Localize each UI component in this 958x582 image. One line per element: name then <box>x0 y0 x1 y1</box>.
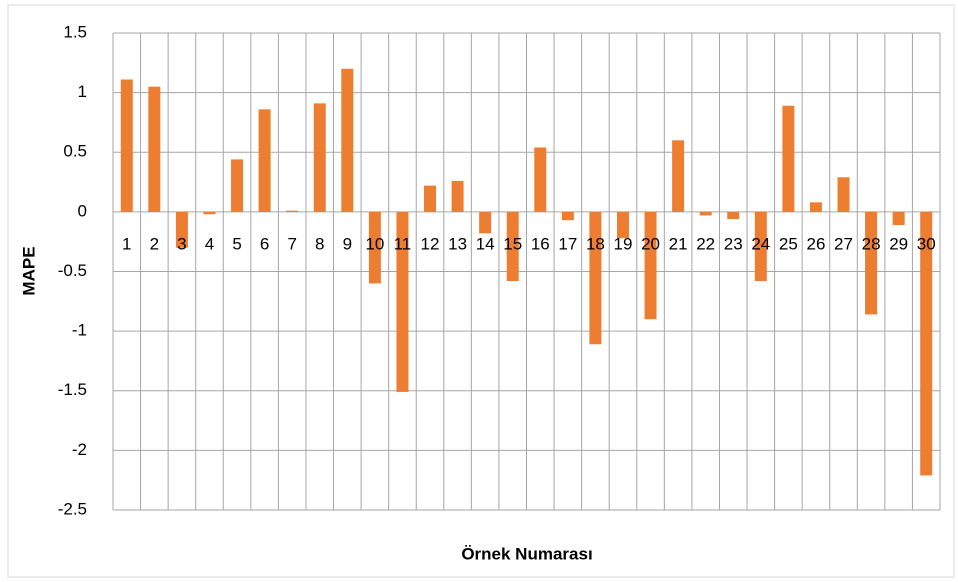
bar <box>672 140 685 212</box>
x-tick-label: 22 <box>696 234 715 253</box>
x-tick-label: 27 <box>834 234 853 253</box>
x-tick-label: 12 <box>421 234 440 253</box>
x-tick-label: 8 <box>315 234 324 253</box>
bar <box>616 211 629 239</box>
bar <box>644 211 657 320</box>
y-tick-label: 1.5 <box>63 22 87 41</box>
bar <box>424 185 437 212</box>
bar <box>534 147 547 212</box>
x-tick-label: 17 <box>558 234 577 253</box>
x-tick-label: 16 <box>531 234 550 253</box>
x-tick-label: 3 <box>177 234 186 253</box>
y-tick-label: -1 <box>72 321 87 340</box>
bar <box>809 202 822 212</box>
chart-frame <box>7 4 955 578</box>
bar <box>341 68 354 212</box>
bar <box>837 177 850 212</box>
x-tick-label: 6 <box>260 234 269 253</box>
bar <box>589 211 602 345</box>
bar <box>203 211 216 215</box>
y-tick-label: 0.5 <box>63 142 87 161</box>
x-tick-label: 24 <box>751 234 770 253</box>
y-tick-label: -2 <box>72 440 87 459</box>
bar <box>561 211 574 221</box>
x-tick-label: 29 <box>889 234 908 253</box>
x-tick-label: 1 <box>122 234 131 253</box>
bar <box>782 105 795 212</box>
y-tick-label: 0 <box>78 201 87 220</box>
x-tick-label: 5 <box>232 234 241 253</box>
x-tick-label: 9 <box>343 234 352 253</box>
x-tick-label: 23 <box>724 234 743 253</box>
bar <box>727 211 740 220</box>
x-tick-label: 14 <box>476 234 495 253</box>
bar <box>120 79 133 212</box>
bar <box>920 211 933 476</box>
bar <box>231 159 244 212</box>
bar <box>368 211 381 284</box>
x-axis-title: Örnek Numarası <box>461 544 592 563</box>
x-tick-label: 26 <box>806 234 825 253</box>
x-tick-label: 15 <box>503 234 522 253</box>
x-tick-label: 18 <box>586 234 605 253</box>
bar <box>175 211 188 248</box>
x-tick-label: 2 <box>150 234 159 253</box>
y-tick-label: -1.5 <box>58 380 87 399</box>
y-tick-label: -0.5 <box>58 261 87 280</box>
bar <box>258 109 271 212</box>
y-tick-label: 1 <box>78 82 87 101</box>
x-tick-label: 25 <box>779 234 798 253</box>
bar <box>754 211 767 282</box>
bar <box>892 211 905 225</box>
x-tick-label: 13 <box>448 234 467 253</box>
x-tick-label: 21 <box>669 234 688 253</box>
x-tick-label: 11 <box>394 234 412 253</box>
x-tick-label: 7 <box>287 234 296 253</box>
bar <box>506 211 519 282</box>
x-tick-label: 20 <box>641 234 660 253</box>
bar <box>479 211 492 234</box>
bar <box>286 210 299 212</box>
bar <box>313 103 326 212</box>
x-tick-label: 28 <box>862 234 881 253</box>
x-tick-label: 4 <box>205 234 214 253</box>
bar <box>865 211 878 315</box>
y-axis-title: MAPE <box>19 246 38 295</box>
bar <box>396 211 409 392</box>
x-tick-label: 10 <box>365 234 384 253</box>
bar <box>148 86 161 212</box>
bar <box>451 180 464 212</box>
y-tick-label: -2.5 <box>58 499 87 518</box>
x-tick-label: 19 <box>614 234 633 253</box>
x-tick-label: 30 <box>917 234 936 253</box>
bar <box>699 211 712 216</box>
